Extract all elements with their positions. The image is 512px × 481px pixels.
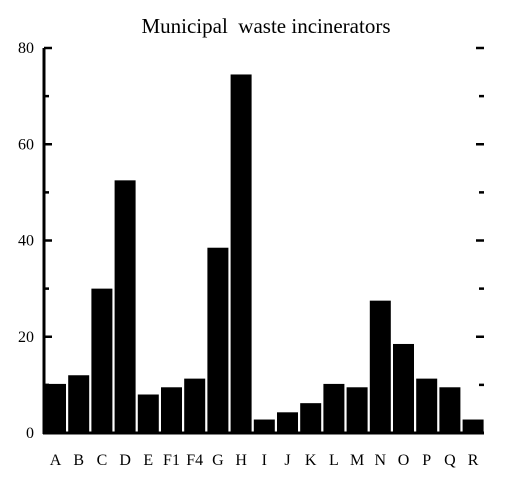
- x-tick-label-f1: F1: [163, 452, 180, 469]
- y-tick-label: 80: [18, 40, 34, 57]
- x-tick-label-f4: F4: [186, 452, 203, 469]
- bar-e: [137, 394, 159, 433]
- bar-k: [300, 403, 322, 433]
- bars-group: [45, 74, 484, 433]
- x-tick-label-r: R: [468, 452, 479, 469]
- bar-g: [207, 247, 229, 433]
- x-tick-label-l: L: [329, 452, 339, 469]
- bar-n: [369, 300, 391, 433]
- x-tick-label-c: C: [97, 452, 108, 469]
- x-tick-label-q: Q: [444, 452, 456, 469]
- x-tick-label-a: A: [50, 452, 62, 469]
- y-tick-label: 40: [18, 233, 34, 250]
- bar-f4: [184, 378, 206, 433]
- x-tick-label-m: M: [350, 452, 364, 469]
- x-tick-label-e: E: [143, 452, 153, 469]
- bar-p: [416, 378, 438, 433]
- x-tick-label-p: P: [422, 452, 431, 469]
- x-tick-label-k: K: [305, 452, 317, 469]
- x-tick-label-b: B: [73, 452, 84, 469]
- y-tick-label: 20: [18, 329, 34, 346]
- bar-m: [346, 387, 368, 433]
- bar-h: [230, 74, 252, 433]
- x-tick-label-o: O: [398, 452, 410, 469]
- bar-a: [45, 383, 66, 433]
- y-tick-label: 60: [18, 136, 34, 153]
- axes-group: [42, 46, 484, 435]
- bar-c: [91, 288, 113, 433]
- bar-l: [323, 383, 345, 433]
- x-tick-label-j: J: [284, 452, 290, 469]
- bar-o: [393, 343, 414, 433]
- x-tick-label-n: N: [375, 452, 387, 469]
- bar-i: [253, 419, 275, 433]
- x-tick-labels: A B C D E F1 F4 G H I J K L M N O P Q R: [50, 452, 479, 469]
- x-tick-label-g: G: [212, 452, 224, 469]
- bar-b: [68, 375, 90, 433]
- y-tick-label: 0: [26, 425, 34, 442]
- bar-q: [439, 387, 461, 433]
- x-tick-label-d: D: [119, 452, 131, 469]
- bar-f1: [161, 387, 182, 433]
- bar-d: [114, 180, 136, 433]
- x-tick-label-h: H: [235, 452, 247, 469]
- y-tick-labels: 0 20 40 60 80: [18, 40, 34, 442]
- bar-r: [462, 419, 484, 433]
- chart-title: Municipal waste incinerators: [141, 14, 390, 38]
- x-tick-label-i: I: [262, 452, 267, 469]
- bar-j: [277, 412, 298, 433]
